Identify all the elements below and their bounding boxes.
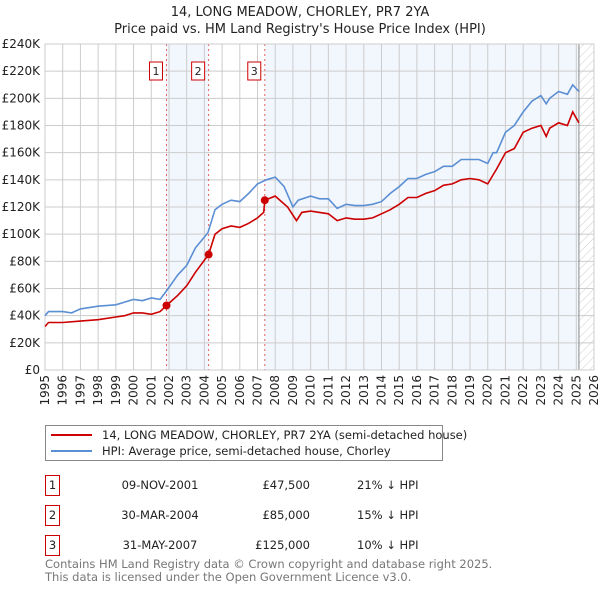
x-tick-label: 1998 [91, 375, 105, 406]
x-tick-label: 2005 [215, 375, 229, 406]
x-tick-label: 2017 [428, 375, 442, 406]
y-tick-label: £200K [2, 91, 42, 105]
y-tick-label: £60K [9, 282, 41, 296]
sale-date: 31-MAY-2007 [122, 538, 198, 552]
x-tick-label: 2001 [144, 375, 158, 406]
legend-item-hpi: HPI: Average price, semi-detached house,… [51, 443, 391, 459]
sale-marker-box [247, 61, 262, 81]
y-tick-label: £40K [9, 309, 41, 323]
y-tick-label: £0 [25, 363, 40, 377]
series-line-hpi [44, 83, 580, 317]
x-tick-label: 2008 [268, 375, 282, 406]
x-tick-label: 2002 [162, 375, 176, 406]
sale-hpi-diff: 21% ↓ HPI [357, 478, 419, 492]
footer-licence: This data is licensed under the Open Gov… [45, 570, 412, 584]
sale-hpi-diff: 10% ↓ HPI [357, 538, 419, 552]
legend-label-property: 14, LONG MEADOW, CHORLEY, PR7 2YA (semi-… [102, 428, 468, 442]
x-tick-label: 1999 [109, 375, 123, 406]
x-tick-label: 2023 [534, 375, 548, 406]
x-tick-label: 2019 [463, 375, 477, 406]
sale-price: £125,000 [255, 538, 310, 552]
legend-item-property: 14, LONG MEADOW, CHORLEY, PR7 2YA (semi-… [51, 427, 467, 443]
x-tick-label: 1997 [73, 375, 87, 406]
sale-row-3: 3 31-MAY-2007 £125,000 10% ↓ HPI [45, 535, 445, 557]
y-tick-label: £160K [2, 146, 42, 160]
chart-plot: 1995 1996 1997 1998 1999 2000 2001 2002 2003 2004… [2, 37, 600, 406]
x-tick-label: 2009 [286, 375, 300, 406]
y-tick-label: £80K [9, 254, 41, 268]
y-tick-label: £220K [2, 64, 42, 78]
footer-copyright: Contains HM Land Registry data © Crown c… [45, 557, 493, 571]
legend-swatch-property [51, 434, 92, 436]
sale-marker-label: 1 [152, 65, 159, 78]
x-tick-label: 2007 [251, 375, 265, 406]
x-tick-label: 1996 [56, 375, 70, 406]
sale-row-2: 2 30-MAR-2004 £85,000 15% ↓ HPI [45, 505, 445, 527]
x-tick-label: 2018 [445, 375, 459, 406]
x-tick-label: 2024 [552, 375, 566, 406]
x-tick-label: 2003 [180, 375, 194, 406]
x-tick-label: 2011 [321, 375, 335, 406]
x-tick-label: 2006 [233, 375, 247, 406]
x-tick-label: 2021 [498, 375, 512, 406]
chart-title: 14, LONG MEADOW, CHORLEY, PR7 2YA [170, 5, 430, 20]
plot-frame [44, 43, 595, 371]
chart-subtitle: Price paid vs. HM Land Registry's House … [114, 22, 486, 37]
x-tick-label: 2014 [374, 375, 388, 406]
x-tick-label: 2013 [357, 375, 371, 406]
y-tick-label: £240K [2, 37, 42, 51]
x-tick-label: 2012 [339, 375, 353, 406]
sale-number-badge: 2 [45, 505, 60, 526]
x-tick-label: 2004 [197, 375, 211, 406]
legend-label-hpi: HPI: Average price, semi-detached house,… [102, 444, 391, 458]
y-tick-label: £180K [2, 119, 42, 133]
x-tick-label: 2016 [410, 375, 424, 406]
x-tick-label: 2022 [516, 375, 530, 406]
footer: Contains HM Land Registry data © Crown c… [45, 558, 492, 584]
y-tick-label: £140K [2, 173, 42, 187]
x-tick-label: 2000 [127, 375, 141, 406]
sale-marker-label: 3 [251, 65, 258, 78]
x-tick-label: 2015 [392, 375, 406, 406]
sale-marker-box [191, 61, 206, 81]
series-line-property [44, 110, 580, 328]
sale-point [260, 196, 269, 205]
sale-point [204, 250, 213, 259]
x-tick-label: 1995 [38, 375, 52, 406]
x-tick-label: 2026 [587, 375, 600, 406]
sale-number-badge: 3 [45, 535, 60, 556]
y-tick-label: £100K [2, 227, 42, 241]
y-tick-label: £20K [9, 336, 41, 350]
x-tick-label: 2020 [481, 375, 495, 406]
sale-price: £47,500 [262, 478, 310, 492]
sale-date: 09-NOV-2001 [121, 478, 199, 492]
sale-point [162, 301, 171, 310]
sale-price: £85,000 [262, 508, 310, 522]
sale-hpi-diff: 15% ↓ HPI [357, 508, 419, 522]
sale-marker-label: 2 [195, 65, 202, 78]
legend-swatch-hpi [51, 450, 92, 452]
x-tick-label: 2025 [569, 375, 583, 406]
sale-number-badge: 1 [45, 475, 60, 496]
sale-date: 30-MAR-2004 [121, 508, 199, 522]
legend: 14, LONG MEADOW, CHORLEY, PR7 2YA (semi-… [45, 425, 467, 461]
sale-row-1: 1 09-NOV-2001 £47,500 21% ↓ HPI [45, 475, 445, 497]
x-tick-label: 2010 [304, 375, 318, 406]
sale-marker-box [148, 61, 163, 81]
y-tick-label: £120K [2, 200, 42, 214]
